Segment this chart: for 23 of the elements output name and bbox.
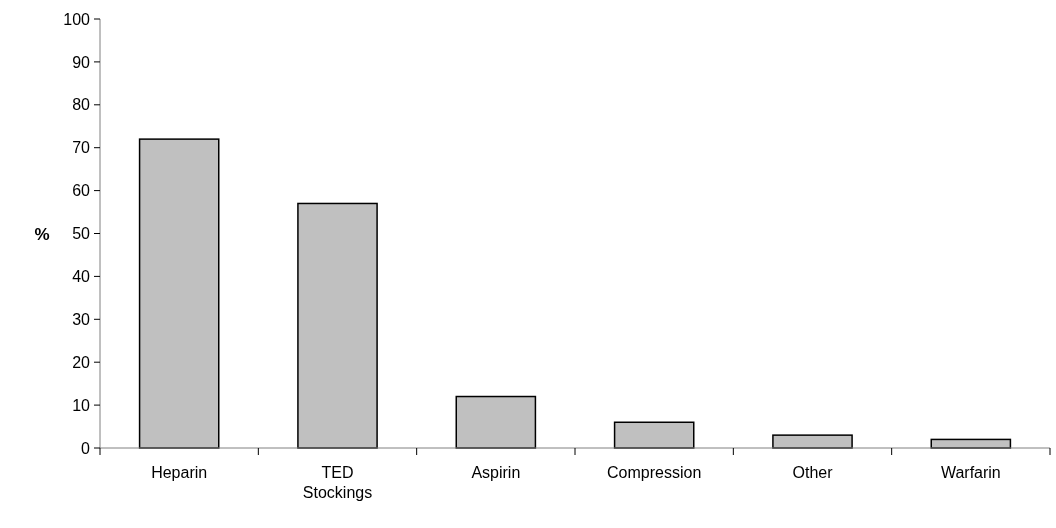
y-tick-label: 10 bbox=[72, 396, 91, 414]
y-axis-title: % bbox=[34, 224, 50, 244]
y-tick-label: 90 bbox=[72, 53, 91, 71]
bar bbox=[297, 202, 378, 449]
x-tick-label: Compression bbox=[607, 464, 702, 481]
x-tick-label: Heparin bbox=[151, 464, 208, 481]
y-tick-label: 30 bbox=[72, 310, 91, 328]
bar bbox=[138, 138, 220, 449]
x-tick-label: Aspirin bbox=[471, 464, 521, 481]
bar bbox=[613, 421, 695, 449]
bar bbox=[455, 395, 537, 449]
y-tick-label: 100 bbox=[63, 10, 91, 28]
y-tick-label: 0 bbox=[81, 439, 91, 457]
y-tick-label: 80 bbox=[72, 96, 91, 114]
y-tick-label: 70 bbox=[72, 139, 91, 157]
y-tick-label: 50 bbox=[72, 225, 91, 243]
y-tick-label: 60 bbox=[72, 182, 91, 200]
x-tick-label: Warfarin bbox=[940, 464, 1001, 481]
y-tick-label: 40 bbox=[72, 268, 91, 285]
bar bbox=[772, 434, 853, 449]
y-tick-label: 20 bbox=[72, 353, 91, 371]
x-tick-label: TED Stockings bbox=[302, 464, 373, 501]
x-tick-label: Other bbox=[792, 464, 834, 481]
